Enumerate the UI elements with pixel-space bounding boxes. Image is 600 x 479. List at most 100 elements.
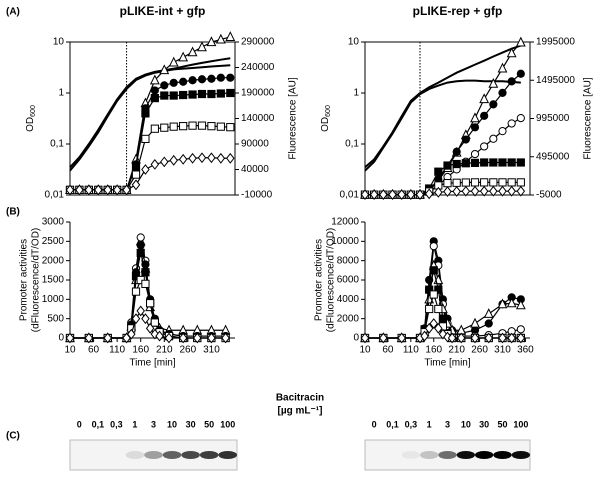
band xyxy=(511,451,530,459)
marker xyxy=(434,322,443,334)
marker xyxy=(187,46,198,57)
marker xyxy=(178,153,188,165)
marker xyxy=(497,298,508,309)
marker xyxy=(149,74,160,85)
marker xyxy=(141,268,150,277)
marker xyxy=(434,186,443,198)
marker xyxy=(136,241,145,250)
y-axis-label: (dFluorescence/dT/OD) xyxy=(326,228,337,332)
marker xyxy=(197,75,207,84)
x-tick-label: 10 xyxy=(64,345,76,356)
marker xyxy=(507,332,516,344)
y-axis-label-main: OD xyxy=(320,117,331,132)
marker xyxy=(75,184,84,196)
marker xyxy=(160,81,169,90)
marker xyxy=(216,73,225,82)
y2-axis-label: Fluorescence [AU] xyxy=(288,77,299,159)
marker xyxy=(112,184,122,196)
marker xyxy=(160,156,169,168)
y-tick-label: 0,01 xyxy=(45,190,65,201)
band xyxy=(89,451,108,459)
marker xyxy=(360,189,370,201)
y-tick-label: 0 xyxy=(58,333,64,344)
x-tick-label: 260 xyxy=(180,345,197,356)
series-line xyxy=(70,309,226,339)
marker xyxy=(207,74,216,83)
band xyxy=(493,451,512,459)
y2-tick-label: 190000 xyxy=(241,88,275,99)
marker xyxy=(516,332,526,344)
marker xyxy=(188,76,197,85)
x-tick-label: 110 xyxy=(109,345,125,356)
marker xyxy=(226,123,235,132)
marker xyxy=(447,332,457,344)
marker xyxy=(131,313,141,325)
marker xyxy=(461,185,471,197)
x-tick-label: 210 xyxy=(156,345,173,356)
marker xyxy=(507,119,516,128)
y-tick-label: 2000 xyxy=(42,255,65,266)
lane-label: 3 xyxy=(445,419,450,429)
marker xyxy=(131,287,141,296)
marker xyxy=(188,90,197,99)
marker xyxy=(150,86,159,95)
marker xyxy=(150,318,159,327)
marker xyxy=(434,285,443,294)
y-tick-label: 10 xyxy=(53,37,65,48)
y-axis-label: (dFluorescence/dT/OD) xyxy=(31,228,42,332)
series-line xyxy=(70,157,231,191)
lane-label: 0,3 xyxy=(110,419,123,429)
x-tick-label: 210 xyxy=(448,345,465,356)
lane-label: 100 xyxy=(513,419,528,429)
marker xyxy=(103,184,112,196)
x-tick-label: 160 xyxy=(132,345,149,356)
y-axis-label-main: OD xyxy=(25,117,36,132)
marker xyxy=(489,100,498,109)
marker xyxy=(150,328,160,340)
marker xyxy=(178,51,189,62)
band xyxy=(475,451,494,459)
series-line xyxy=(365,161,521,196)
x-tick-label: 260 xyxy=(471,345,488,356)
marker xyxy=(160,123,169,132)
y-tick-label: 8000 xyxy=(337,255,360,266)
marker xyxy=(397,332,406,344)
marker xyxy=(429,242,438,251)
marker xyxy=(379,332,388,344)
y-tick-label: 3000 xyxy=(42,217,65,228)
marker xyxy=(470,317,480,328)
band xyxy=(365,451,383,459)
marker xyxy=(160,91,169,100)
marker xyxy=(452,147,461,156)
band xyxy=(70,451,89,459)
x-tick-label: 310 xyxy=(203,345,220,356)
y-tick-label: 6000 xyxy=(337,275,360,286)
marker xyxy=(131,179,141,191)
marker xyxy=(397,189,406,201)
marker xyxy=(506,297,517,308)
marker xyxy=(470,185,480,197)
marker xyxy=(226,73,235,82)
marker xyxy=(461,178,470,187)
marker xyxy=(84,184,94,196)
marker xyxy=(516,178,525,187)
marker xyxy=(425,304,434,314)
marker xyxy=(480,178,489,187)
y2-tick-label: 290000 xyxy=(241,37,275,48)
marker xyxy=(480,111,489,120)
marker xyxy=(168,56,179,67)
marker xyxy=(498,88,507,97)
x-tick-label: 60 xyxy=(382,345,394,356)
y-tick-label: 0,1 xyxy=(50,139,64,150)
marker xyxy=(225,31,236,41)
marker xyxy=(516,69,525,78)
marker xyxy=(461,159,470,168)
y-tick-label: 10 xyxy=(348,37,360,48)
y-axis-label: Promoter activities xyxy=(314,239,325,321)
marker xyxy=(483,308,494,318)
marker xyxy=(94,184,103,196)
band xyxy=(438,451,457,459)
marker xyxy=(65,184,75,196)
marker xyxy=(388,189,397,201)
lane-label: 1 xyxy=(427,419,432,429)
